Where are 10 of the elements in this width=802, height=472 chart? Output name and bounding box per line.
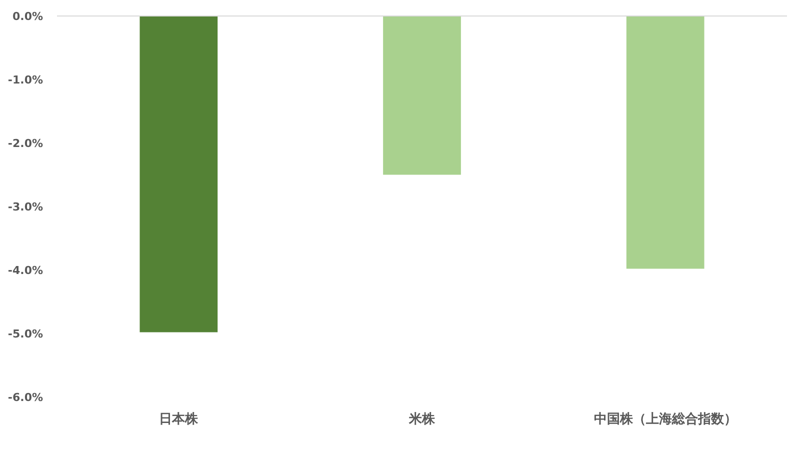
y-tick-label: -1.0% [8, 74, 43, 86]
y-tick-label: 0.0% [12, 10, 43, 23]
x-tick-label: 米株 [408, 411, 436, 429]
y-tick-label: -5.0% [8, 328, 43, 340]
x-tick-label: 日本株 [158, 411, 200, 429]
y-tick-label: -3.0% [8, 200, 43, 214]
y-tick-label: -2.0% [8, 137, 43, 150]
x-tick-label: 中国株（上海総合指数） [592, 411, 738, 429]
y-tick-label: -6.0% [8, 391, 43, 404]
y-tick-label: -4.0% [8, 264, 43, 277]
